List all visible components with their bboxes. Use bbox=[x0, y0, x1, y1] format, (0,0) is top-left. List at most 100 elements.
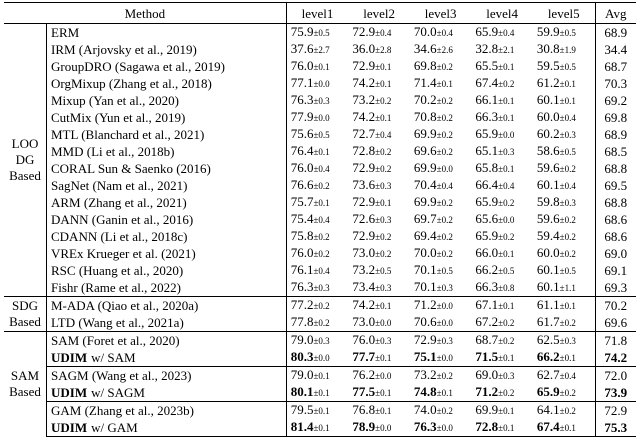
group-label-line: Based bbox=[9, 314, 41, 329]
score-std: ±0.3 bbox=[436, 336, 453, 346]
method-cell: MTL (Blanchard et al., 2021) bbox=[46, 126, 287, 143]
score-mean: 72.9 bbox=[352, 194, 376, 209]
score-mean: 69.4 bbox=[413, 228, 437, 243]
score-mean: 76.0 bbox=[290, 245, 314, 260]
avg-value: 68.6 bbox=[604, 212, 628, 227]
score-std: ±0.3 bbox=[313, 96, 330, 106]
score-mean: 60.1 bbox=[536, 279, 560, 294]
score-cell: 72.9±0.2 bbox=[348, 228, 410, 245]
score-std: ±0.4 bbox=[498, 181, 515, 191]
score-std: ±0.2 bbox=[313, 232, 330, 242]
score-mean: 76.3 bbox=[413, 419, 437, 434]
score-cell: 74.2±0.1 bbox=[348, 296, 410, 314]
avg-value: 68.9 bbox=[604, 25, 628, 40]
score-std: ±0.3 bbox=[313, 283, 330, 293]
score-mean: 76.0 bbox=[290, 160, 314, 175]
avg-cell: 68.9 bbox=[594, 126, 636, 143]
method-name: SagNet (Nam et al., 2021) bbox=[51, 178, 188, 193]
method-name: RSC (Huang et al., 2020) bbox=[51, 263, 184, 278]
table-row: SAGM (Wang et al., 2023) 79.0±0.1 76.2±0.0… bbox=[4, 366, 636, 384]
score-cell: 76.2±0.0 bbox=[348, 366, 410, 384]
score-std: ±0.3 bbox=[559, 130, 576, 140]
score-cell: 79.0±0.1 bbox=[286, 366, 349, 384]
score-cell: 76.6±0.2 bbox=[286, 177, 348, 194]
table-body: LOO DG Based ERM 75.9±0.5 72.9±0.4 70.0±0.4 65.… bbox=[4, 23, 636, 437]
method-name: GroupDRO (Sagawa et al., 2019) bbox=[51, 59, 226, 74]
avg-cell: 68.6 bbox=[594, 211, 636, 228]
score-mean: 70.0 bbox=[413, 24, 437, 39]
score-mean: 34.6 bbox=[413, 41, 437, 56]
score-std: ±0.1 bbox=[498, 301, 515, 311]
score-cell: 62.5±0.3 bbox=[532, 331, 596, 349]
score-std: ±0.2 bbox=[313, 318, 330, 328]
score-std: ±0.1 bbox=[313, 371, 330, 381]
avg-cell: 68.8 bbox=[594, 194, 636, 211]
table-row: GAM (Zhang et al., 2023b) 79.5±0.1 76.8±0.… bbox=[4, 401, 636, 419]
score-cell: 73.0±0.0 bbox=[348, 314, 410, 332]
score-mean: 36.0 bbox=[352, 41, 376, 56]
score-std: ±0.1 bbox=[559, 423, 576, 433]
avg-value: 70.3 bbox=[604, 76, 628, 91]
score-cell: 59.4±0.2 bbox=[533, 228, 595, 245]
avg-value: 69.8 bbox=[604, 110, 628, 125]
table-row: IRM (Arjovsky et al., 2019) 37.6±2.7 36.0±… bbox=[4, 41, 636, 58]
score-mean: 76.4 bbox=[290, 143, 314, 158]
score-mean: 72.9 bbox=[352, 160, 376, 175]
score-cell: 74.0±0.2 bbox=[409, 401, 472, 419]
score-cell: 65.9±0.2 bbox=[471, 228, 533, 245]
column-header: level2 bbox=[348, 2, 410, 24]
score-cell: 77.5±0.1 bbox=[348, 384, 410, 402]
score-mean: 65.9 bbox=[475, 194, 499, 209]
method-name: GAM (Zhang et al., 2023b) bbox=[51, 403, 194, 418]
score-mean: 77.8 bbox=[290, 314, 314, 329]
score-std: ±0.0 bbox=[375, 371, 392, 381]
score-std: ±0.3 bbox=[375, 215, 392, 225]
avg-cell: 68.9 bbox=[594, 23, 636, 41]
method-cell: Mixup (Yan et al., 2020) bbox=[46, 92, 287, 109]
score-std: ±0.2 bbox=[498, 79, 515, 89]
score-mean: 65.5 bbox=[475, 58, 499, 73]
score-std: ±0.1 bbox=[313, 406, 330, 416]
method-cell: IRM (Arjovsky et al., 2019) bbox=[46, 41, 287, 58]
table-row: UDIM w/ SAGM 80.1±0.1 77.5±0.1 74.8±0.1 71.2±… bbox=[4, 384, 636, 402]
score-cell: 72.8±0.1 bbox=[471, 419, 533, 437]
score-std: ±0.2 bbox=[498, 388, 515, 398]
score-cell: 60.0±0.2 bbox=[533, 245, 595, 262]
avg-cell: 69.0 bbox=[594, 245, 636, 262]
score-cell: 66.3±0.8 bbox=[471, 279, 533, 297]
score-std: ±0.1 bbox=[375, 388, 392, 398]
method-name: CORAL Sun & Saenko (2016) bbox=[51, 161, 211, 176]
score-mean: 70.0 bbox=[413, 245, 437, 260]
score-cell: 73.0±0.2 bbox=[348, 245, 410, 262]
score-cell: 61.2±0.1 bbox=[533, 75, 595, 92]
score-cell: 69.4±0.2 bbox=[410, 228, 472, 245]
score-std: ±0.5 bbox=[375, 266, 392, 276]
score-cell: 62.7±0.4 bbox=[532, 366, 596, 384]
score-mean: 77.9 bbox=[290, 109, 314, 124]
method-name: Fishr (Rame et al., 2022) bbox=[51, 280, 181, 295]
score-mean: 71.2 bbox=[413, 297, 437, 312]
score-mean: 59.6 bbox=[536, 160, 560, 175]
score-mean: 37.6 bbox=[290, 41, 314, 56]
score-std: ±0.0 bbox=[498, 215, 515, 225]
score-std: ±0.0 bbox=[498, 130, 515, 140]
table-row: CDANN (Li et al., 2018c) 75.8±0.2 72.9±0.2… bbox=[4, 228, 636, 245]
score-std: ±0.4 bbox=[436, 28, 453, 38]
score-std: ±0.2 bbox=[436, 371, 453, 381]
score-cell: 66.0±0.1 bbox=[471, 245, 533, 262]
method-name: CutMix (Yun et al., 2019) bbox=[51, 110, 186, 125]
column-header: Avg bbox=[594, 2, 636, 24]
score-std: ±0.1 bbox=[375, 301, 392, 311]
score-mean: 61.7 bbox=[536, 314, 560, 329]
method-cell: Fishr (Rame et al., 2022) bbox=[46, 279, 287, 297]
score-mean: 67.4 bbox=[475, 75, 499, 90]
method-cell: DANN (Ganin et al., 2016) bbox=[46, 211, 287, 228]
score-mean: 59.6 bbox=[536, 211, 560, 226]
score-cell: 75.6±0.5 bbox=[286, 126, 348, 143]
score-mean: 76.0 bbox=[352, 332, 376, 347]
score-std: ±0.2 bbox=[436, 232, 453, 242]
score-mean: 69.6 bbox=[413, 143, 437, 158]
score-cell: 78.9±0.0 bbox=[348, 419, 410, 437]
score-cell: 65.9±0.0 bbox=[471, 126, 533, 143]
score-mean: 59.5 bbox=[536, 58, 560, 73]
